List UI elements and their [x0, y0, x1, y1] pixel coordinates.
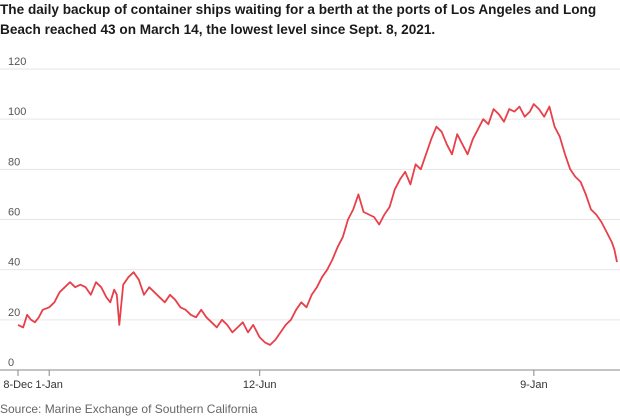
x-tick-label: 12-Jun [243, 379, 277, 391]
series-line [17, 103, 618, 346]
y-tick-label: 120 [8, 56, 26, 68]
chart-title: The daily backup of container ships wait… [0, 2, 597, 37]
y-axis-tick-labels: 0 20 40 60 80 100 120 [8, 56, 26, 369]
y-tick-label: 20 [8, 307, 20, 319]
y-tick-label: 40 [8, 257, 20, 269]
x-axis: 8-Dec 1-Jan 12-Jun 9-Jan [0, 369, 620, 391]
source-note: Source: Marine Exchange of Southern Cali… [0, 402, 258, 416]
grid-lines [0, 68, 620, 321]
plot-area [17, 103, 618, 346]
x-tick-label: 9-Jan [520, 379, 548, 391]
y-tick-label: 60 [8, 207, 20, 219]
y-tick-label: 80 [8, 156, 20, 168]
x-tick-label: 1-Jan [35, 379, 63, 391]
y-tick-label: 100 [8, 106, 26, 118]
y-tick-label: 0 [8, 357, 14, 369]
x-tick-label: 8-Dec [3, 379, 33, 391]
